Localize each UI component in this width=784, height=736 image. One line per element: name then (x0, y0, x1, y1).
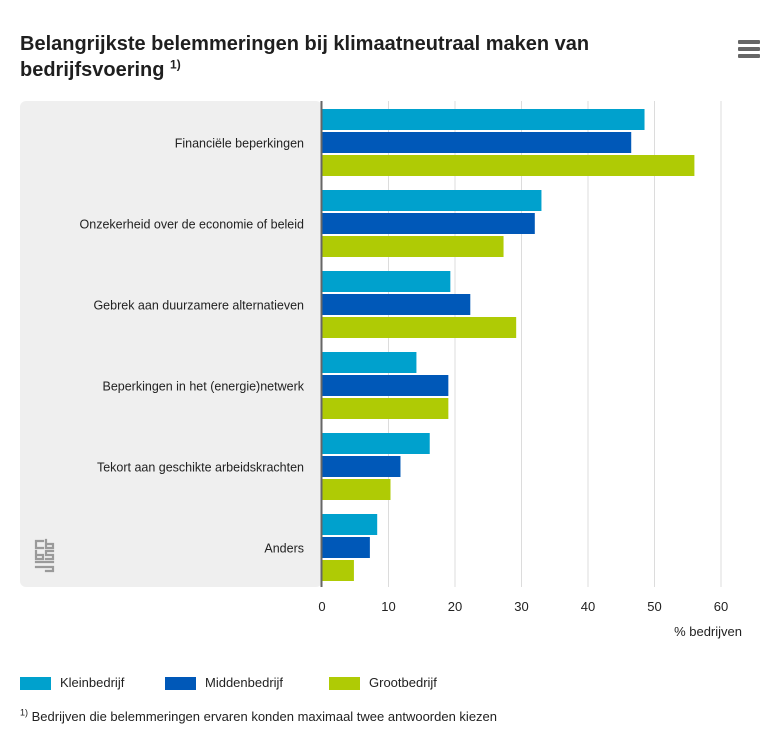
footnote-text: Bedrijven die belemmeringen ervaren kond… (31, 709, 498, 724)
legend-swatch-kleinbedrijf (20, 677, 51, 690)
bar-grootbedrijf-onzekerheid-over-de-economie-of-beleid[interactable] (322, 236, 504, 257)
x-tick-label-10: 10 (381, 599, 395, 614)
bars (322, 109, 695, 581)
x-tick-labels: 0 10 20 30 40 50 60 (318, 599, 728, 614)
x-tick-label-60: 60 (714, 599, 728, 614)
bar-middenbedrijf-onzekerheid-over-de-economie-of-beleid[interactable] (322, 213, 535, 234)
legend-label-middenbedrijf: Middenbedrijf (205, 675, 284, 690)
category-label-financiele-beperkingen: Financiële beperkingen (175, 137, 304, 151)
footnote-marker: 1) (20, 707, 29, 718)
x-tick-label-20: 20 (448, 599, 462, 614)
bar-middenbedrijf-tekort-aan-geschikte-arbeidskrachten[interactable] (322, 456, 401, 477)
category-label-beperkingen-in-het-energie-netwerk: Beperkingen in het (energie)netwerk (102, 380, 304, 394)
chart-title-footnote-marker: 1) (170, 57, 181, 72)
legend-swatch-grootbedrijf (329, 677, 360, 690)
category-label-gebrek-aan-duurzamere-alternatieven: Gebrek aan duurzamere alternatieven (93, 299, 304, 313)
bar-middenbedrijf-gebrek-aan-duurzamere-alternatieven[interactable] (322, 294, 471, 315)
bar-kleinbedrijf-gebrek-aan-duurzamere-alternatieven[interactable] (322, 271, 451, 292)
category-label-onzekerheid-over-de-economie-of-beleid: Onzekerheid over de economie of beleid (80, 218, 304, 232)
category-labels: Financiële beperkingen Onzekerheid over d… (80, 137, 305, 556)
category-label-anders: Anders (264, 542, 304, 556)
x-tick-label-30: 30 (514, 599, 528, 614)
cbs-logo-icon (34, 538, 55, 573)
bar-kleinbedrijf-anders[interactable] (322, 514, 378, 535)
bar-middenbedrijf-anders[interactable] (322, 537, 370, 558)
category-label-tekort-aan-geschikte-arbeidskrachten: Tekort aan geschikte arbeidskrachten (97, 461, 304, 475)
bar-chart: Financiële beperkingen Onzekerheid over d… (20, 101, 742, 639)
legend-swatch-middenbedrijf (165, 677, 196, 690)
category-label-panel (20, 101, 322, 587)
bar-kleinbedrijf-onzekerheid-over-de-economie-of-beleid[interactable] (322, 190, 542, 211)
footnote: 1) Bedrijven die belemmeringen ervaren k… (20, 708, 497, 726)
x-tick-label-50: 50 (647, 599, 661, 614)
chart-title-text: Belangrijkste belemmeringen bij klimaatn… (20, 33, 590, 81)
bar-middenbedrijf-financiele-beperkingen[interactable] (322, 132, 632, 153)
bar-kleinbedrijf-beperkingen-in-het-energie-netwerk[interactable] (322, 352, 417, 373)
hamburger-menu-icon[interactable] (738, 40, 760, 58)
x-tick-label-0: 0 (318, 599, 325, 614)
bar-kleinbedrijf-tekort-aan-geschikte-arbeidskrachten[interactable] (322, 433, 430, 454)
bar-kleinbedrijf-financiele-beperkingen[interactable] (322, 109, 645, 130)
gridlines (388, 101, 722, 587)
legend-label-kleinbedrijf: Kleinbedrijf (60, 675, 125, 690)
bar-middenbedrijf-beperkingen-in-het-energie-netwerk[interactable] (322, 375, 449, 396)
bar-grootbedrijf-financiele-beperkingen[interactable] (322, 155, 695, 176)
x-axis-label: % bedrijven (674, 624, 742, 639)
x-tick-label-40: 40 (581, 599, 595, 614)
bar-grootbedrijf-gebrek-aan-duurzamere-alternatieven[interactable] (322, 317, 517, 338)
chart-title: Belangrijkste belemmeringen bij klimaatn… (20, 31, 680, 83)
bar-grootbedrijf-beperkingen-in-het-energie-netwerk[interactable] (322, 398, 449, 419)
bar-grootbedrijf-anders[interactable] (322, 560, 354, 581)
legend-label-grootbedrijf: Grootbedrijf (369, 675, 437, 690)
bar-grootbedrijf-tekort-aan-geschikte-arbeidskrachten[interactable] (322, 479, 391, 500)
